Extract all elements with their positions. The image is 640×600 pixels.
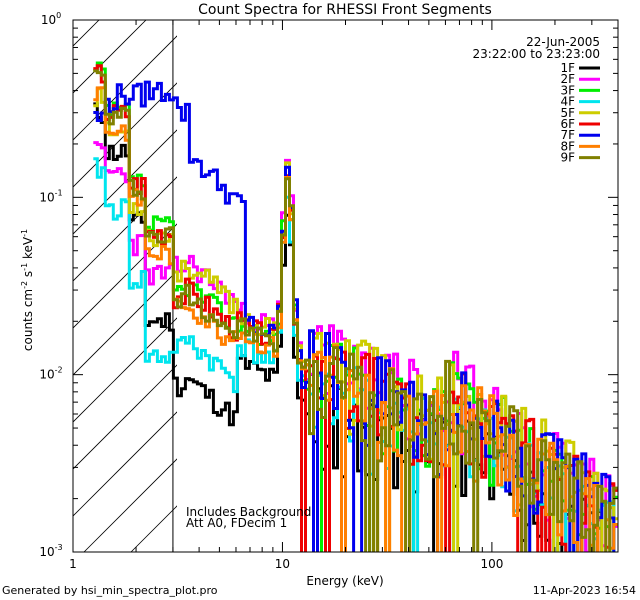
legend-label-6F: 6F xyxy=(560,117,575,131)
legend-label-1F: 1F xyxy=(560,61,575,75)
legend-label-4F: 4F xyxy=(560,95,575,109)
y-tick-label-2: 10-2 xyxy=(39,366,62,382)
x-tick-label-1: 10 xyxy=(275,557,290,571)
series-line-5F xyxy=(93,87,618,552)
series-line-9F xyxy=(93,69,618,552)
legend-label-2F: 2F xyxy=(560,72,575,86)
legend-label-3F: 3F xyxy=(560,83,575,97)
chart-title: Count Spectra for RHESSI Front Segments xyxy=(198,2,492,18)
annotation-background: Includes Background xyxy=(186,505,311,519)
footer-timestamp: 11-Apr-2023 16:54 xyxy=(533,584,636,597)
y-tick-label-3: 10-3 xyxy=(39,543,62,559)
axes: 1 10 100 100 10-1 10-2 10-3 xyxy=(39,11,619,571)
footer-generated-by: Generated by hsi_min_spectra_plot.pro xyxy=(2,584,218,597)
series-layer xyxy=(93,61,618,552)
date-label: 22-Jun-2005 xyxy=(526,35,600,49)
y-axis-label: counts cm-2 s-1 keV-1 xyxy=(20,229,35,351)
x-tick-label-2: 100 xyxy=(480,557,503,571)
y-tick-label-1: 10-1 xyxy=(39,188,62,204)
legend-label-5F: 5F xyxy=(560,106,575,120)
legend-label-8F: 8F xyxy=(560,139,575,153)
x-tick-label-0: 1 xyxy=(69,557,77,571)
legend-label-9F: 9F xyxy=(560,151,575,165)
x-axis-label: Energy (keV) xyxy=(306,574,383,588)
legend-label-7F: 7F xyxy=(560,128,575,142)
annotation-attenuator: Att A0, FDecim 1 xyxy=(186,516,287,530)
time-range-label: 23:22:00 to 23:23:00 xyxy=(473,47,600,61)
y-tick-label-0: 100 xyxy=(41,11,61,27)
